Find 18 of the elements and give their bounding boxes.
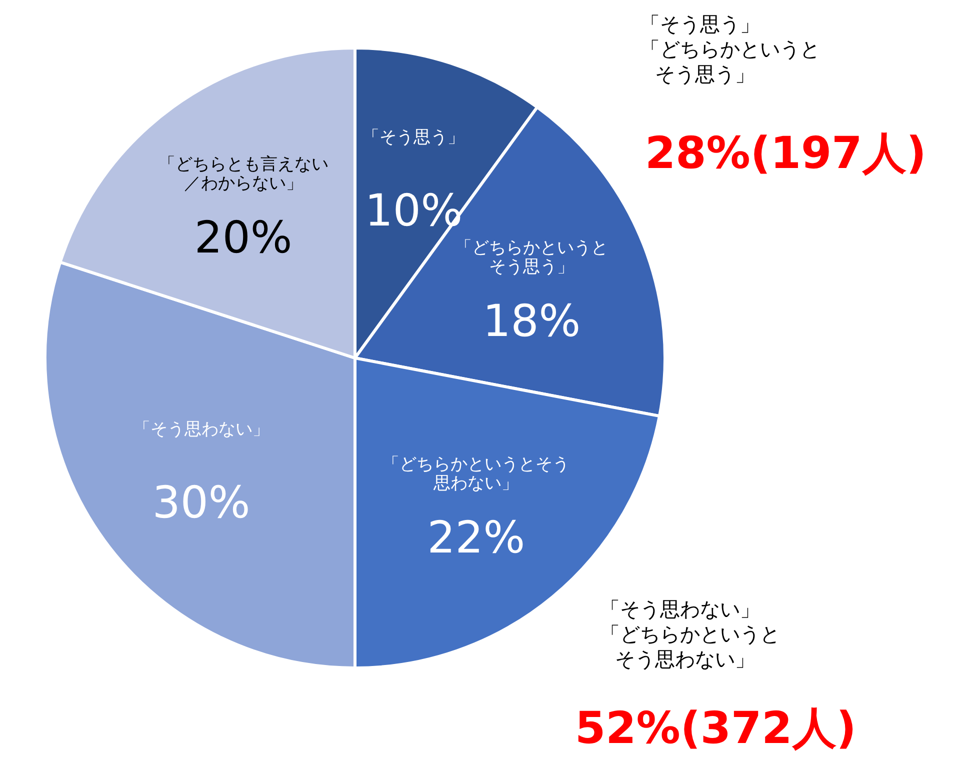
slice-label: 「どちらかというとそう思わない」 [382, 454, 570, 494]
text: 「どちらかというと [640, 37, 820, 61]
data-label: 30% [152, 478, 250, 529]
text: 「どちらかというと [600, 622, 780, 646]
slice-label: 「どちらとも言えない／わからない」 [158, 154, 328, 194]
slice-label: 「そう思わない」 [133, 420, 270, 440]
data-label: 18% [482, 296, 581, 348]
data-label: 10% [364, 185, 463, 236]
data-label: 22% [427, 512, 526, 564]
text: 「そう思わない」 [600, 597, 760, 621]
slice-label: 「そう思う」 [362, 127, 465, 148]
data-label: 20% [194, 212, 292, 264]
text: 「そう思う」 [640, 12, 760, 36]
text: そう思う」 [655, 62, 755, 86]
text: そう思わない」 [615, 647, 755, 671]
slice-label: 「どちらかというとそう思う」 [455, 238, 608, 278]
text: 52%(372人) [575, 703, 856, 754]
text: 28%(197人) [645, 128, 926, 179]
